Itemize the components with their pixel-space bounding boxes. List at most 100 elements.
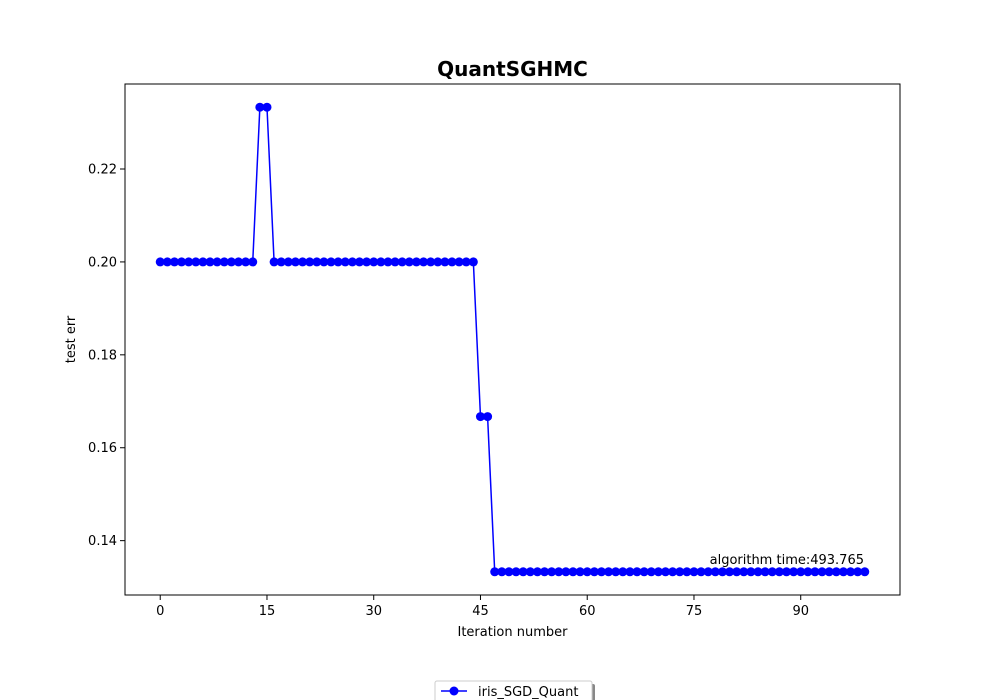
y-tick-label: 0.20 (88, 255, 117, 270)
data-point (824, 567, 834, 577)
data-point (234, 257, 244, 267)
y-axis-label: test err (64, 315, 79, 363)
data-point (191, 257, 201, 267)
data-point (717, 567, 727, 577)
data-point (838, 567, 848, 577)
data-point (817, 567, 827, 577)
y-tick-label: 0.22 (88, 163, 117, 178)
data-point (354, 257, 364, 267)
data-point (347, 257, 357, 267)
data-point (404, 257, 414, 267)
data-point (461, 257, 471, 267)
data-point (226, 257, 236, 267)
data-point (582, 567, 592, 577)
data-point (326, 257, 336, 267)
x-tick-label: 75 (686, 604, 703, 619)
data-point (426, 257, 436, 267)
x-tick-label: 45 (472, 604, 489, 619)
data-point (212, 257, 222, 267)
data-point (397, 257, 407, 267)
data-point (298, 257, 308, 267)
data-point (454, 257, 464, 267)
data-point (269, 257, 279, 267)
data-point (340, 257, 350, 267)
series-group (155, 102, 870, 577)
data-point (611, 567, 621, 577)
data-point (554, 567, 564, 577)
data-point (725, 567, 735, 577)
data-point (803, 567, 813, 577)
data-point (312, 257, 322, 267)
x-tick-label: 90 (792, 604, 809, 619)
data-point (596, 567, 606, 577)
data-point (710, 567, 720, 577)
data-point (632, 567, 642, 577)
data-point (760, 567, 770, 577)
data-point (419, 257, 429, 267)
x-tick-label: 30 (365, 604, 382, 619)
data-point (383, 257, 393, 267)
data-point (155, 257, 165, 267)
x-axis: 0 15 30 45 60 75 90 (156, 595, 809, 619)
data-point (390, 257, 400, 267)
data-point (248, 257, 258, 267)
data-point (767, 567, 777, 577)
data-point (789, 567, 799, 577)
algorithm-time-annotation: algorithm time:493.765 (710, 553, 864, 568)
data-point (781, 567, 791, 577)
data-point (547, 567, 557, 577)
data-point (532, 567, 542, 577)
data-point (540, 567, 550, 577)
x-tick-label: 60 (579, 604, 596, 619)
data-point (433, 257, 443, 267)
data-point (162, 257, 172, 267)
data-point (511, 567, 521, 577)
data-point (219, 257, 229, 267)
legend-marker-swatch (449, 686, 459, 696)
data-point (739, 567, 749, 577)
x-tick-label: 0 (156, 604, 164, 619)
data-point (653, 567, 663, 577)
data-point (376, 257, 386, 267)
data-point (305, 257, 315, 267)
data-point (283, 257, 293, 267)
data-point (774, 567, 784, 577)
data-point (796, 567, 806, 577)
data-point (682, 567, 692, 577)
data-point (490, 567, 500, 577)
data-point (525, 567, 535, 577)
data-point (846, 567, 856, 577)
data-point (411, 257, 421, 267)
y-axis: 0.14 0.16 0.18 0.20 0.22 (88, 163, 125, 549)
data-point (319, 257, 329, 267)
y-tick-label: 0.16 (88, 441, 117, 456)
data-point (561, 567, 571, 577)
data-point (589, 567, 599, 577)
y-tick-label: 0.18 (88, 348, 117, 363)
data-point (177, 257, 187, 267)
data-point (639, 567, 649, 577)
data-point (504, 567, 514, 577)
data-point (661, 567, 671, 577)
data-point (618, 567, 628, 577)
data-point (689, 567, 699, 577)
data-point (625, 567, 635, 577)
data-point (497, 567, 507, 577)
y-tick-label: 0.14 (88, 534, 117, 549)
data-point (732, 567, 742, 577)
data-point (518, 567, 528, 577)
data-point (703, 567, 713, 577)
data-point (169, 257, 179, 267)
data-point (447, 257, 457, 267)
data-point (440, 257, 450, 267)
data-point (568, 567, 578, 577)
data-point (746, 567, 756, 577)
data-point (604, 567, 614, 577)
legend: iris_SGD_Quant (434, 680, 595, 700)
data-point (475, 412, 485, 422)
data-point (853, 567, 863, 577)
x-axis-label: Iteration number (457, 625, 568, 640)
chart-title: QuantSGHMC (437, 57, 588, 81)
data-point (362, 257, 372, 267)
